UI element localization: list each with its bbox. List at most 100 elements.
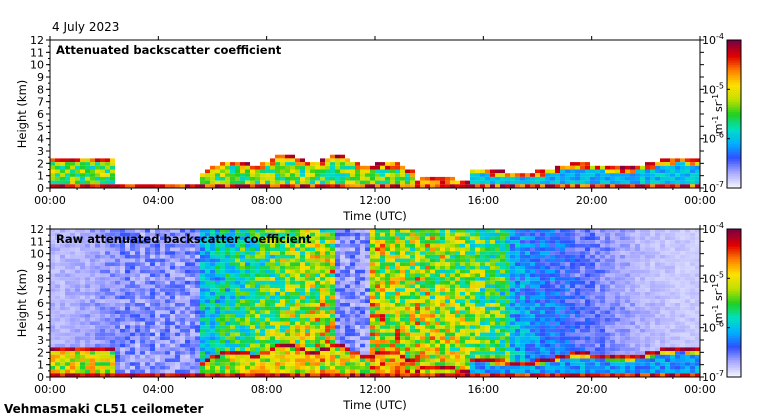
- heatmap-cell: [215, 328, 220, 333]
- heatmap-cell: [195, 340, 200, 344]
- heatmap-cell: [175, 273, 180, 278]
- heatmap-cell: [460, 269, 465, 274]
- heatmap-cell: [155, 314, 160, 318]
- heatmap-cell: [85, 240, 90, 244]
- heatmap-cell: [420, 351, 425, 355]
- heatmap-cell: [280, 232, 285, 237]
- heatmap-cell: [550, 251, 555, 255]
- heatmap-cell: [180, 240, 185, 244]
- heatmap-cell: [250, 266, 255, 270]
- heatmap-cell: [75, 321, 80, 326]
- heatmap-cell: [365, 351, 370, 355]
- heatmap-cell: [475, 232, 480, 237]
- heatmap-cell: [310, 336, 315, 340]
- heatmap-cell: [195, 347, 200, 352]
- heatmap-cell: [150, 243, 155, 248]
- heatmap-cell: [315, 365, 320, 370]
- heatmap-cell: [475, 340, 480, 344]
- heatmap-cell: [65, 280, 70, 285]
- heatmap-cell: [330, 291, 335, 296]
- heatmap-cell: [480, 362, 485, 366]
- heatmap-cell: [65, 299, 70, 303]
- heatmap-cell: [130, 362, 135, 366]
- heatmap-cell: [290, 351, 295, 355]
- heatmap-cell: [440, 362, 445, 366]
- heatmap-cell: [190, 325, 195, 329]
- heatmap-cell: [405, 277, 410, 281]
- heatmap-cell: [335, 365, 340, 370]
- heatmap-cell: [440, 340, 445, 344]
- heatmap-cell: [230, 288, 235, 292]
- heatmap-cell: [130, 365, 135, 370]
- heatmap-cell: [340, 291, 345, 296]
- heatmap-cell: [450, 284, 455, 289]
- heatmap-cell: [115, 299, 120, 303]
- heatmap-cell: [60, 184, 65, 188]
- heatmap-cell: [535, 303, 540, 307]
- heatmap-cell: [565, 165, 570, 170]
- heatmap-cell: [160, 299, 165, 303]
- heatmap-cell: [145, 266, 150, 270]
- heatmap-cell: [105, 229, 110, 233]
- heatmap-cell: [365, 358, 370, 363]
- heatmap-cell: [145, 258, 150, 263]
- heatmap-cell: [460, 358, 465, 363]
- heatmap-cell: [145, 288, 150, 292]
- heatmap-cell: [525, 306, 530, 311]
- heatmap-cell: [290, 288, 295, 292]
- heatmap-cell: [150, 317, 155, 322]
- heatmap-cell: [125, 303, 130, 307]
- heatmap-cell: [455, 254, 460, 259]
- heatmap-cell: [65, 358, 70, 363]
- heatmap-cell: [70, 251, 75, 255]
- heatmap-cell: [60, 310, 65, 315]
- heatmap-cell: [195, 277, 200, 281]
- colorbar-segment: [727, 175, 741, 179]
- heatmap-cell: [250, 351, 255, 355]
- heatmap-cell: [285, 240, 290, 244]
- heatmap-cell: [550, 362, 555, 366]
- heatmap-cell: [205, 299, 210, 303]
- heatmap-cell: [65, 251, 70, 255]
- heatmap-cell: [250, 303, 255, 307]
- heatmap-cell: [265, 173, 270, 177]
- heatmap-cell: [380, 328, 385, 333]
- heatmap-cell: [420, 365, 425, 370]
- heatmap-cell: [380, 254, 385, 259]
- heatmap-cell: [465, 351, 470, 355]
- heatmap-cell: [540, 365, 545, 370]
- heatmap-cell: [140, 258, 145, 263]
- heatmap-cell: [475, 240, 480, 244]
- heatmap-cell: [200, 303, 205, 307]
- heatmap-cell: [240, 295, 245, 300]
- heatmap-cell: [75, 314, 80, 318]
- heatmap-cell: [170, 299, 175, 303]
- heatmap-cell: [505, 240, 510, 244]
- heatmap-cell: [475, 351, 480, 355]
- heatmap-cell: [295, 240, 300, 244]
- heatmap-cell: [670, 158, 675, 163]
- heatmap-cell: [520, 232, 525, 237]
- heatmap-cell: [220, 273, 225, 278]
- heatmap-cell: [290, 314, 295, 318]
- heatmap-cell: [115, 336, 120, 340]
- heatmap-cell: [180, 273, 185, 278]
- heatmap-cell: [315, 295, 320, 300]
- heatmap-cell: [395, 280, 400, 285]
- heatmap-cell: [320, 328, 325, 333]
- heatmap-cell: [95, 343, 100, 348]
- heatmap-cell: [570, 180, 575, 185]
- heatmap-cell: [165, 306, 170, 311]
- heatmap-cell: [410, 176, 415, 181]
- heatmap-cell: [285, 165, 290, 170]
- heatmap-cell: [195, 229, 200, 233]
- heatmap-cell: [390, 165, 395, 170]
- heatmap-cell: [375, 169, 380, 174]
- heatmap-cell: [630, 184, 635, 188]
- heatmap-cell: [165, 266, 170, 270]
- heatmap-cell: [435, 336, 440, 340]
- heatmap-cell: [300, 291, 305, 296]
- heatmap-cell: [185, 347, 190, 352]
- heatmap-cell: [455, 251, 460, 255]
